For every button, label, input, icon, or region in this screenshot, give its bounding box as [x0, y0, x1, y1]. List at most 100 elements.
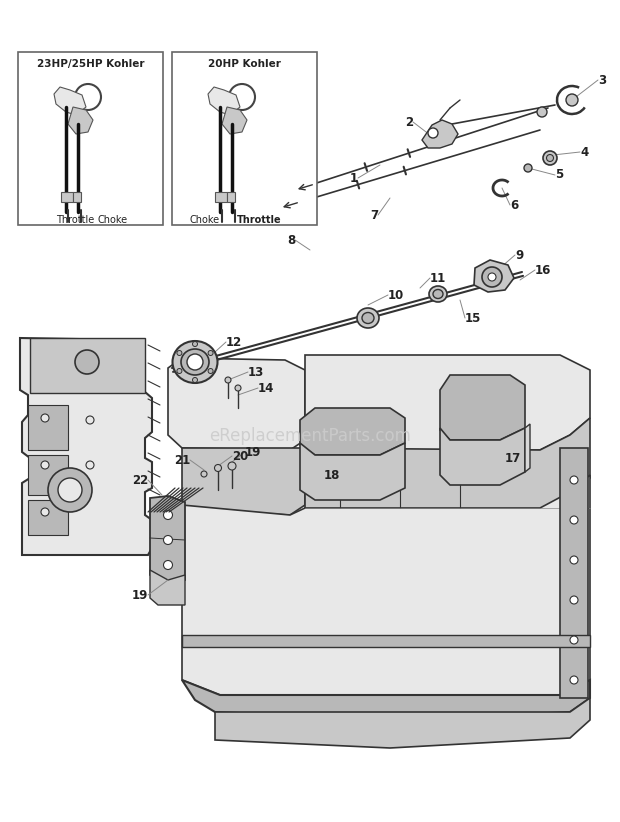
- Polygon shape: [305, 418, 590, 510]
- Polygon shape: [222, 107, 247, 134]
- Text: 19: 19: [131, 589, 148, 602]
- Circle shape: [524, 164, 532, 172]
- Text: eReplacementParts.com: eReplacementParts.com: [209, 427, 411, 445]
- Text: 16: 16: [535, 264, 551, 276]
- Bar: [28, 455, 68, 495]
- Bar: [215, 192, 227, 202]
- Circle shape: [570, 636, 578, 644]
- Bar: [28, 500, 68, 535]
- Polygon shape: [525, 424, 530, 472]
- Circle shape: [570, 596, 578, 604]
- Polygon shape: [68, 107, 93, 134]
- Polygon shape: [208, 87, 240, 115]
- Ellipse shape: [172, 341, 218, 383]
- Text: 12: 12: [226, 335, 242, 349]
- Text: 20HP Kohler: 20HP Kohler: [208, 59, 281, 69]
- Ellipse shape: [433, 289, 443, 298]
- Circle shape: [41, 414, 49, 422]
- Bar: [227, 192, 235, 202]
- Circle shape: [164, 510, 172, 520]
- Circle shape: [488, 273, 496, 281]
- Text: Choke: Choke: [190, 215, 220, 225]
- Circle shape: [570, 516, 578, 524]
- Circle shape: [570, 556, 578, 564]
- Polygon shape: [300, 443, 405, 500]
- Text: 1: 1: [350, 172, 358, 184]
- Text: 4: 4: [580, 145, 588, 159]
- Polygon shape: [150, 570, 185, 605]
- Circle shape: [41, 508, 49, 516]
- Polygon shape: [168, 358, 305, 450]
- Polygon shape: [20, 338, 152, 555]
- Circle shape: [570, 676, 578, 684]
- Polygon shape: [182, 680, 590, 720]
- Polygon shape: [150, 496, 185, 582]
- Circle shape: [482, 267, 502, 287]
- Text: Choke: Choke: [98, 215, 128, 225]
- Circle shape: [225, 377, 231, 383]
- Text: Throttle: Throttle: [56, 215, 94, 225]
- Text: 8: 8: [286, 233, 295, 247]
- Circle shape: [537, 107, 547, 117]
- Text: 22: 22: [131, 473, 148, 487]
- Polygon shape: [182, 475, 590, 695]
- Circle shape: [546, 155, 554, 161]
- Text: 5: 5: [555, 169, 563, 182]
- Bar: [73, 192, 81, 202]
- Circle shape: [41, 461, 49, 469]
- Circle shape: [86, 416, 94, 424]
- Bar: [61, 192, 73, 202]
- Text: 15: 15: [465, 312, 481, 325]
- Circle shape: [187, 354, 203, 370]
- Text: 17: 17: [505, 451, 521, 464]
- Bar: [18, 52, 163, 225]
- Bar: [30, 338, 145, 393]
- Circle shape: [164, 535, 172, 544]
- Circle shape: [164, 561, 172, 570]
- Circle shape: [228, 462, 236, 470]
- Text: 11: 11: [430, 271, 446, 284]
- Text: 9: 9: [515, 248, 523, 261]
- Polygon shape: [440, 428, 525, 485]
- Text: 2: 2: [405, 116, 413, 128]
- Text: 14: 14: [258, 381, 275, 395]
- Text: 13: 13: [248, 366, 264, 378]
- Polygon shape: [440, 375, 525, 440]
- Polygon shape: [305, 355, 590, 450]
- Circle shape: [428, 128, 438, 138]
- Circle shape: [177, 350, 182, 355]
- Circle shape: [192, 341, 198, 347]
- Text: 7: 7: [370, 209, 378, 221]
- Text: 23HP/25HP Kohler: 23HP/25HP Kohler: [37, 59, 144, 69]
- Circle shape: [208, 350, 213, 355]
- Circle shape: [75, 350, 99, 374]
- Circle shape: [566, 94, 578, 106]
- Text: 10: 10: [388, 289, 404, 302]
- Circle shape: [208, 368, 213, 373]
- Text: 21: 21: [174, 454, 190, 467]
- Text: Throttle: Throttle: [237, 215, 281, 225]
- Text: 3: 3: [598, 73, 606, 86]
- Circle shape: [48, 468, 92, 512]
- Bar: [560, 448, 588, 698]
- Circle shape: [177, 368, 182, 373]
- Polygon shape: [182, 448, 305, 515]
- Bar: [172, 52, 317, 225]
- Bar: [182, 635, 590, 647]
- Circle shape: [58, 478, 82, 502]
- Text: 6: 6: [510, 198, 518, 211]
- Circle shape: [543, 151, 557, 165]
- Ellipse shape: [181, 349, 209, 375]
- Ellipse shape: [357, 308, 379, 328]
- Circle shape: [215, 464, 221, 472]
- Circle shape: [235, 385, 241, 391]
- Text: 18: 18: [324, 469, 340, 482]
- Text: 20: 20: [232, 450, 248, 463]
- Ellipse shape: [362, 312, 374, 324]
- Polygon shape: [422, 120, 458, 148]
- Text: 19: 19: [245, 446, 262, 459]
- Circle shape: [86, 461, 94, 469]
- Polygon shape: [54, 87, 86, 115]
- Polygon shape: [215, 698, 590, 748]
- Polygon shape: [300, 408, 405, 455]
